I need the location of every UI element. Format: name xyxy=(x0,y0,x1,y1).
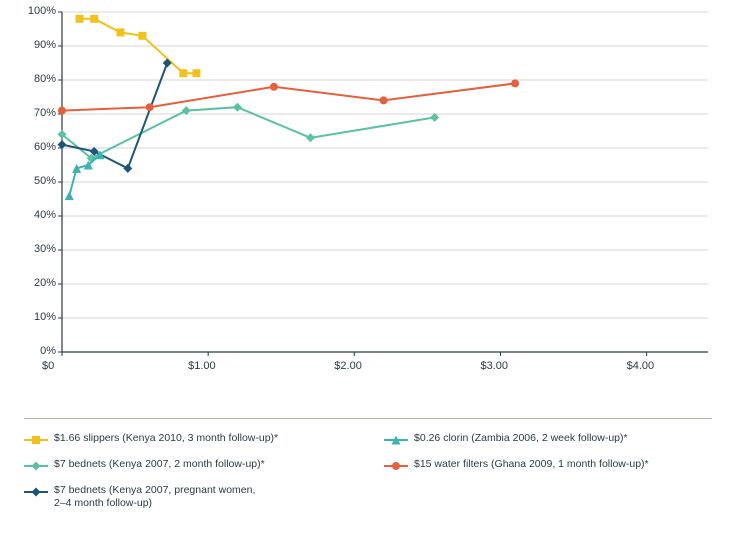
legend-label: $15 water filters (Ghana 2009, 1 month f… xyxy=(414,458,649,471)
line-chart: 0% 10% 20% 30% 40% 50% 60% 70% 80% 90% 100% $0 $1.00… xyxy=(0,0,736,400)
y-tick-label: 10% xyxy=(20,311,56,323)
series-bednets xyxy=(58,103,440,163)
y-tick-label: 100% xyxy=(20,5,56,17)
legend-swatch-icon xyxy=(24,460,48,472)
y-tick-label: 30% xyxy=(20,243,56,255)
y-tick-label: 20% xyxy=(20,277,56,289)
legend-divider xyxy=(24,418,712,419)
y-tick-label: 80% xyxy=(20,73,56,85)
legend-label: $7 bednets (Kenya 2007, pregnant women, … xyxy=(54,484,255,510)
legend-item-bednets: $7 bednets (Kenya 2007, 2 month follow-u… xyxy=(24,458,265,472)
x-tick-label: $2.00 xyxy=(334,360,384,372)
x-tick-label: $3.00 xyxy=(480,360,530,372)
y-tick-label: 50% xyxy=(20,175,56,187)
x-tick-label: $4.00 xyxy=(627,360,677,372)
chart-svg xyxy=(0,0,736,400)
legend-label: $1.66 slippers (Kenya 2010, 3 month foll… xyxy=(54,432,278,445)
x-tick-label: $1.00 xyxy=(188,360,238,372)
legend: $1.66 slippers (Kenya 2010, 3 month foll… xyxy=(24,418,712,528)
y-tick-label: 90% xyxy=(20,39,56,51)
legend-item-clorin: $0.26 clorin (Zambia 2006, 2 week follow… xyxy=(384,432,628,446)
y-tick-label: 70% xyxy=(20,107,56,119)
y-tick-label: 40% xyxy=(20,209,56,221)
y-tick-label: 0% xyxy=(20,345,56,357)
chart-page: 0% 10% 20% 30% 40% 50% 60% 70% 80% 90% 100% $0 $1.00… xyxy=(0,0,736,539)
legend-label: $0.26 clorin (Zambia 2006, 2 week follow… xyxy=(414,432,628,445)
legend-label: $7 bednets (Kenya 2007, 2 month follow-u… xyxy=(54,458,265,471)
legend-item-bednets_pw: $7 bednets (Kenya 2007, pregnant women, … xyxy=(24,484,255,510)
series-clorin xyxy=(65,150,105,200)
legend-swatch-icon xyxy=(384,460,408,472)
legend-swatch-icon xyxy=(384,434,408,446)
series-waterfilters xyxy=(58,79,519,114)
legend-item-waterfilters: $15 water filters (Ghana 2009, 1 month f… xyxy=(384,458,649,472)
legend-swatch-icon xyxy=(24,486,48,498)
y-tick-label: 60% xyxy=(20,141,56,153)
x-tick-label: $0 xyxy=(42,360,92,372)
legend-item-slippers: $1.66 slippers (Kenya 2010, 3 month foll… xyxy=(24,432,278,446)
legend-swatch-icon xyxy=(24,434,48,446)
series-bednets_pw xyxy=(58,59,172,173)
